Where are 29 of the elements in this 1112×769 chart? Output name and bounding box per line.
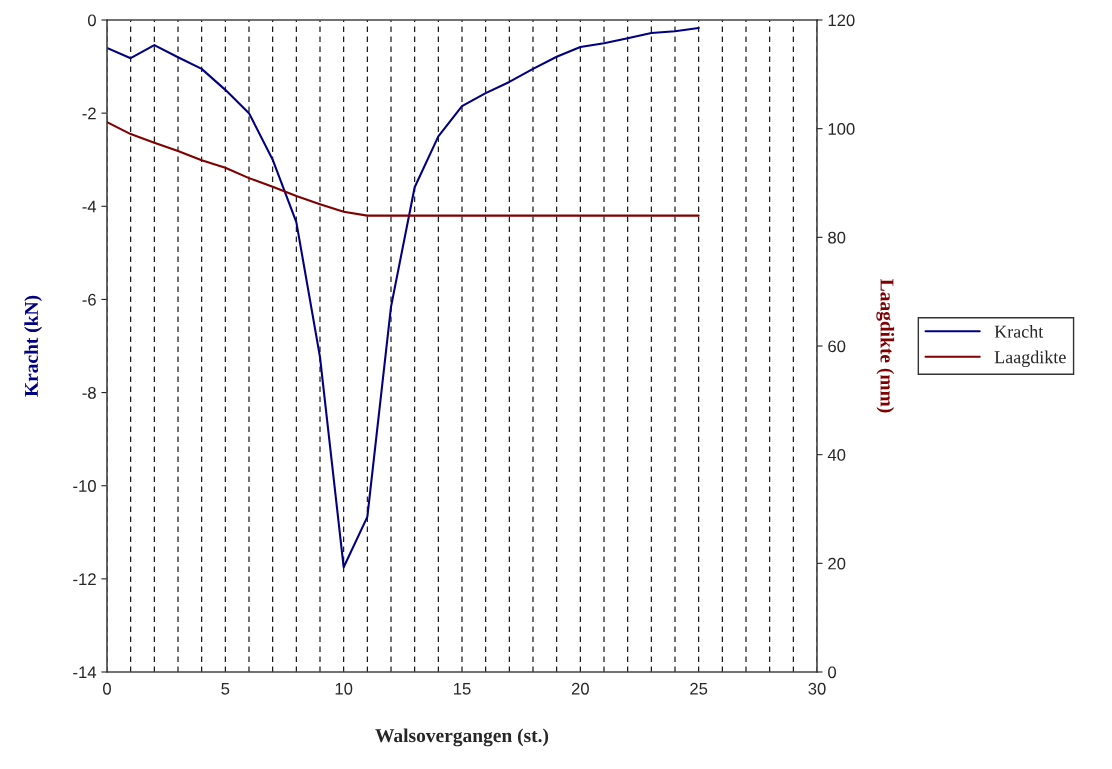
line-series — [107, 26, 700, 569]
x-tick-label: 30 — [808, 682, 826, 695]
y-tick-label: -10 — [73, 480, 96, 492]
x-axis-title: Walsovergangen (st.) — [375, 728, 549, 747]
legend-label: Kracht — [994, 325, 1044, 338]
x-tick-label: 20 — [571, 682, 589, 695]
y-axis-title: Kracht (kN) — [24, 295, 42, 397]
y2-tick-label: 0 — [828, 666, 837, 679]
y2-tick-label: 20 — [828, 557, 846, 570]
x-tick-label: 0 — [103, 682, 111, 695]
y2-tick-label: 60 — [828, 340, 846, 353]
y-tick-label: 0 — [87, 14, 96, 27]
x-tick-label: 15 — [454, 683, 471, 695]
y-tick-label: -2 — [82, 107, 96, 120]
y-tick-label: -14 — [73, 666, 97, 679]
line-series — [107, 121, 700, 217]
y-tick-label: -12 — [73, 573, 96, 585]
legend-label: Laagdikte — [994, 350, 1066, 368]
y-tick-label: -4 — [82, 200, 97, 213]
y2-tick-label: 120 — [828, 14, 855, 27]
x-tick-label: 25 — [690, 682, 708, 695]
y2-tick-label: 100 — [828, 123, 855, 135]
y-tick-label: -8 — [82, 386, 96, 399]
y2-axis-title: Laagdikte (mm) — [876, 279, 895, 413]
y-tick-label: -6 — [82, 293, 96, 306]
y2-tick-label: 40 — [827, 449, 846, 461]
y2-tick-label: 80 — [828, 231, 846, 244]
x-tick-label: 10 — [335, 682, 353, 695]
x-tick-label: 5 — [221, 683, 230, 695]
